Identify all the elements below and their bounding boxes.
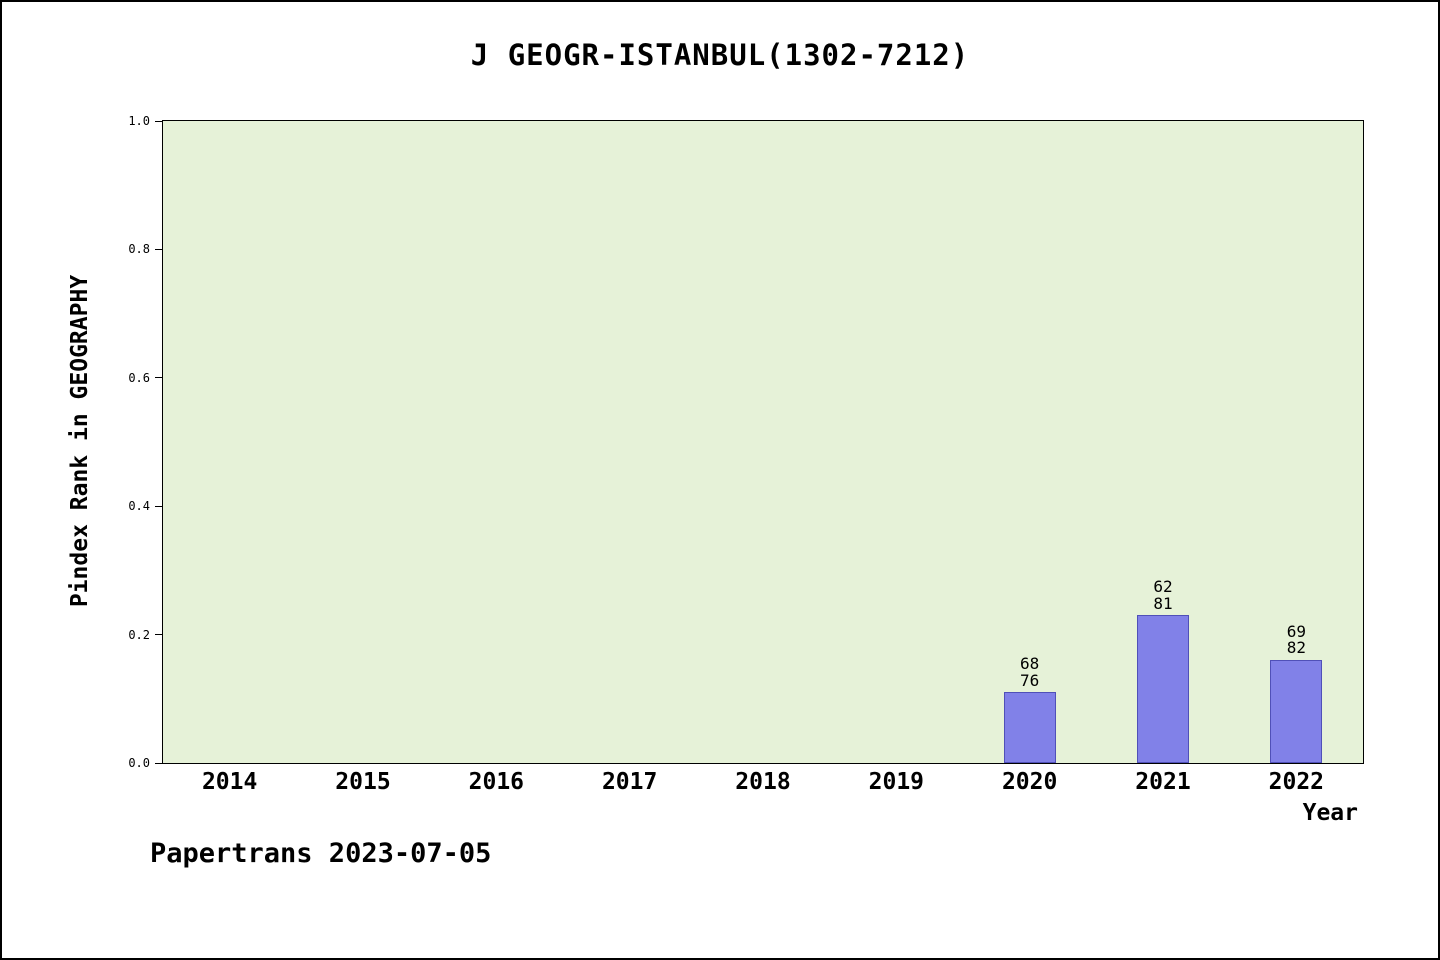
x-tick-label: 2018 bbox=[735, 769, 791, 795]
y-tick-label: 0.2 bbox=[128, 627, 150, 642]
y-tick-label: 1.0 bbox=[128, 114, 150, 128]
plot-area: 0.0 0.2 0.4 0.6 0.8 1.0 2014 2015 2016 2017 2018 20… bbox=[128, 114, 1364, 795]
x-tick-label: 2014 bbox=[201, 769, 258, 795]
bar bbox=[1270, 660, 1323, 763]
y-tick-mark bbox=[155, 762, 163, 764]
x-tick-label: 2021 bbox=[1135, 769, 1191, 795]
footer-text: Papertrans 2023-07-05 bbox=[150, 838, 492, 869]
bar-value-label: 69 82 bbox=[1286, 621, 1306, 658]
bar-value-label: 68 76 bbox=[1020, 653, 1040, 690]
x-tick-label: 2019 bbox=[868, 769, 925, 795]
y-tick-mark bbox=[155, 377, 163, 379]
bar-value-label: 62 81 bbox=[1153, 576, 1173, 613]
bar bbox=[1003, 692, 1056, 763]
y-tick-label: 0.0 bbox=[128, 756, 150, 770]
y-tick-mark bbox=[155, 505, 163, 507]
x-tick-label: 2015 bbox=[335, 769, 391, 795]
x-tick-label: 2022 bbox=[1268, 769, 1325, 795]
y-tick-label: 0.6 bbox=[128, 370, 150, 385]
x-tick-label: 2017 bbox=[601, 769, 658, 795]
x-tick-label: 2016 bbox=[468, 769, 525, 795]
y-tick-mark bbox=[155, 120, 163, 122]
y-tick-label: 0.8 bbox=[128, 242, 150, 257]
chart-title: J GEOGR-ISTANBUL(1302-7212) bbox=[470, 38, 970, 72]
y-axis-label: Pindex Rank in GEOGRAPHY bbox=[67, 274, 93, 608]
x-axis-label: Year bbox=[1302, 800, 1358, 826]
x-tick-label: 2020 bbox=[1001, 769, 1058, 795]
bar bbox=[1137, 615, 1189, 763]
y-tick-mark bbox=[155, 248, 163, 250]
y-tick-label: 0.4 bbox=[128, 499, 150, 514]
y-tick-mark bbox=[155, 634, 163, 636]
